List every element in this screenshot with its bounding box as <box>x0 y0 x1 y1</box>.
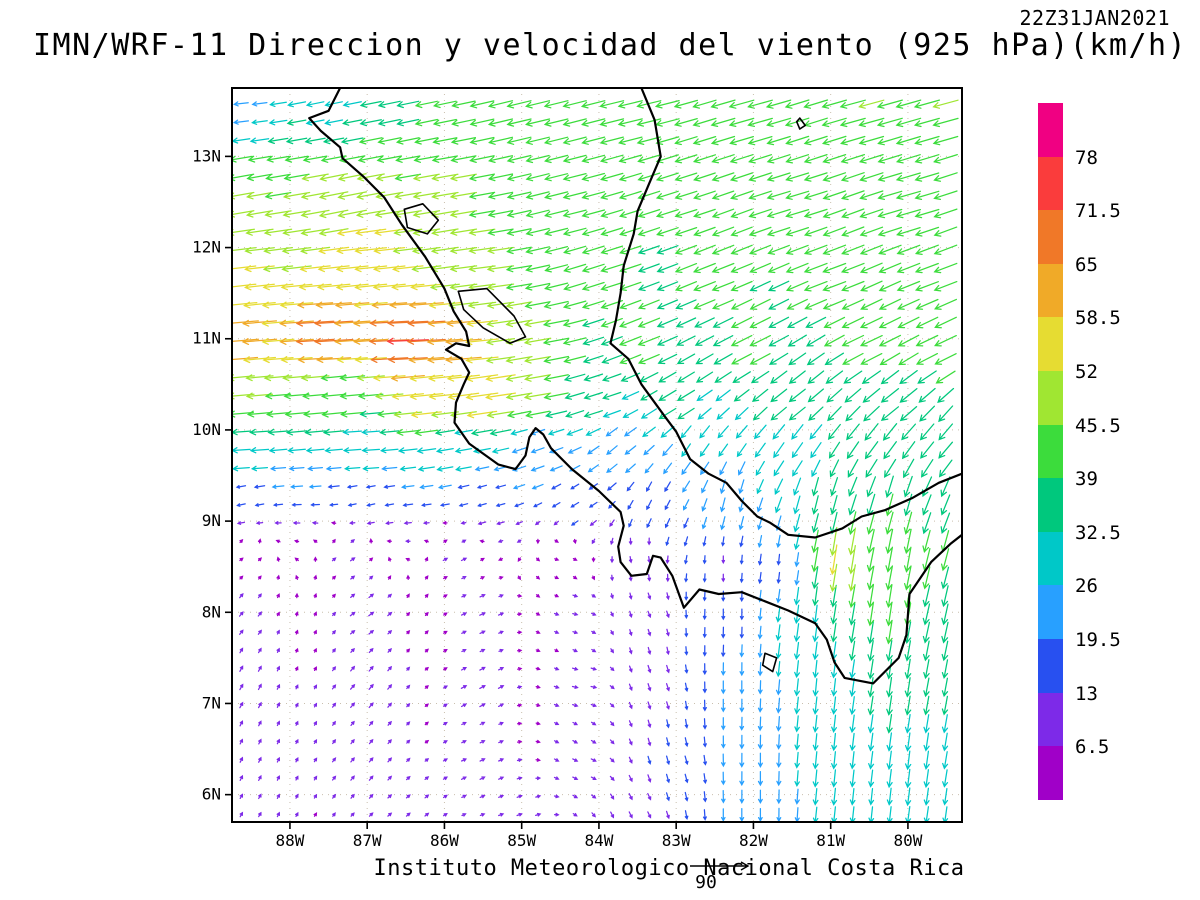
colorbar-segment <box>1038 424 1063 479</box>
colorbar-tick-label: 58.5 <box>1075 307 1121 330</box>
colorbar-tick-label: 39 <box>1075 468 1098 491</box>
colorbar-tick-label: 13 <box>1075 682 1098 705</box>
colorbar-tick-label: 78 <box>1075 146 1098 169</box>
colorbar-segment <box>1038 317 1063 372</box>
colorbar-segment <box>1038 263 1063 318</box>
colorbar-tick-label: 71.5 <box>1075 200 1121 223</box>
colorbar-segment <box>1038 585 1063 640</box>
colorbar-segment <box>1038 746 1063 801</box>
colorbar-segment <box>1038 103 1063 158</box>
credit-text: Instituto Meteorologico Nacional Costa R… <box>373 856 965 881</box>
colorbar-tick-label: 19.5 <box>1075 629 1121 651</box>
colorbar-tick-label: 52 <box>1075 361 1098 383</box>
colorbar-segment <box>1038 210 1063 265</box>
colorbar-segment <box>1038 692 1063 747</box>
colorbar-tick-label: 6.5 <box>1075 736 1110 759</box>
colorbar-segment <box>1038 156 1063 211</box>
colorbar-segment <box>1038 371 1063 426</box>
colorbar-segment <box>1038 531 1063 586</box>
colorbar-tick-label: 26 <box>1075 575 1098 598</box>
colorbar-tick-label: 45.5 <box>1075 414 1121 437</box>
colorbar-tick-label: 65 <box>1075 253 1098 276</box>
colorbar-segment <box>1038 478 1063 533</box>
chart-title: IMN/WRF-11 Direccion y velocidad del vie… <box>33 28 1188 63</box>
colorbar-segment <box>1038 639 1063 694</box>
timestamp: 22Z31JAN2021 <box>1019 6 1170 30</box>
reference-vector-label: 90 <box>695 872 717 893</box>
colorbar-tick-label: 32.5 <box>1075 521 1121 544</box>
